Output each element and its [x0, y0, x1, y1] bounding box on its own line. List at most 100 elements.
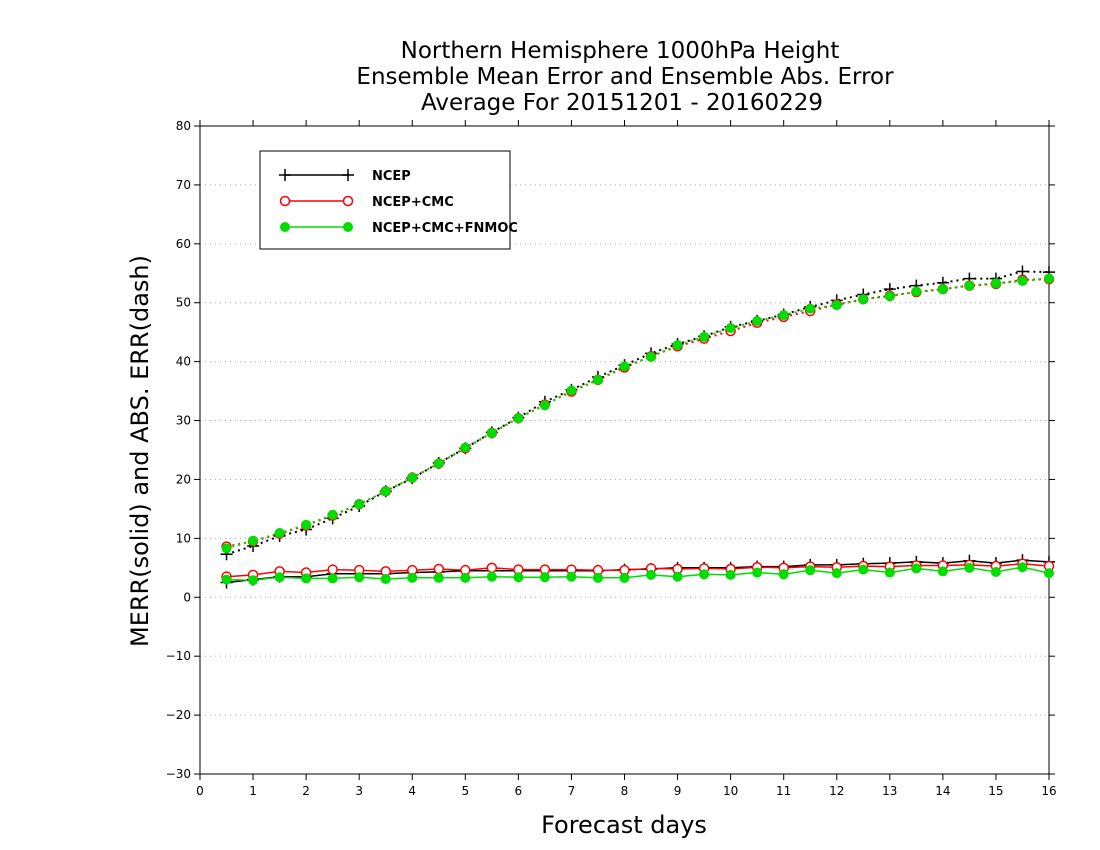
x-tick-label: 6 [515, 784, 523, 798]
title-line-1: Northern Hemisphere 1000hPa Height [401, 38, 840, 64]
x-tick-label: 10 [723, 784, 738, 798]
x-tick-label: 1 [249, 784, 257, 798]
legend-label-ncep-cmc: NCEP+CMC [372, 195, 454, 210]
merr-point-ncep-cmc-fnmoc [460, 572, 471, 583]
abs-err-line-ncep [226, 270, 1050, 556]
merr-point-ncep-cmc-fnmoc [221, 574, 232, 585]
x-tick-label: 9 [674, 784, 682, 798]
y-tick-label: 80 [176, 119, 191, 133]
title-line-3: Average For 20151201 - 20160229 [421, 90, 823, 116]
y-tick-label: 10 [176, 531, 191, 545]
abs-err-point-ncep-cmc-fnmoc [752, 315, 763, 326]
abs-err-point-ncep-cmc-fnmoc [460, 442, 471, 453]
merr-point-ncep-cmc-fnmoc [990, 566, 1001, 577]
merr-point-ncep-cmc-fnmoc [672, 571, 683, 582]
merr-point-ncep-cmc-fnmoc [725, 569, 736, 580]
y-tick-label: 30 [176, 414, 191, 428]
merr-point-ncep-cmc-fnmoc [486, 571, 497, 582]
merr-point-ncep-cmc-fnmoc [619, 572, 630, 583]
abs-err-point-ncep-cmc-fnmoc [725, 323, 736, 334]
x-tick-label: 5 [461, 784, 469, 798]
x-axis-label: Forecast days [541, 811, 707, 839]
merr-point-ncep-cmc-fnmoc [248, 575, 259, 586]
abs-err-point-ncep-cmc-fnmoc [884, 291, 895, 302]
abs-err-point-ncep-cmc-fnmoc [221, 543, 232, 554]
legend-marker-ncep [279, 169, 291, 181]
x-tick-label: 4 [408, 784, 416, 798]
y-tick-label: −30 [166, 767, 191, 781]
merr-point-ncep-cmc-fnmoc [1017, 562, 1028, 573]
abs-err-point-ncep-cmc-fnmoc [646, 351, 657, 362]
legend-box [259, 150, 511, 250]
chart-title: Northern Hemisphere 1000hPa Height Ensem… [356, 38, 894, 116]
x-tick-label: 7 [568, 784, 576, 798]
legend-label-ncep: NCEP [372, 169, 411, 184]
merr-point-ncep-cmc-fnmoc [884, 567, 895, 578]
x-tick-label: 13 [882, 784, 897, 798]
merr-point-ncep-cmc-fnmoc [858, 564, 869, 575]
legend-marker-ncep-cmc-fnmoc [280, 222, 290, 232]
merr-point-ncep-cmc-fnmoc [831, 568, 842, 579]
merr-point-ncep-cmc-fnmoc [911, 563, 922, 574]
abs-err-point-ncep-cmc-fnmoc [566, 385, 577, 396]
merr-point-ncep-cmc-fnmoc [566, 571, 577, 582]
abs-err-point-ncep-cmc-fnmoc [274, 528, 285, 539]
legend-marker-ncep-cmc-fnmoc [343, 222, 353, 232]
x-tick-label: 3 [355, 784, 363, 798]
abs-err-point-ncep-cmc-fnmoc [354, 499, 365, 510]
abs-err-point-ncep-cmc-fnmoc [592, 374, 603, 385]
abs-err-point-ncep-cmc-fnmoc [513, 413, 524, 424]
abs-err-point-ncep-cmc-fnmoc [911, 286, 922, 297]
x-axis: 0 1 2 3 4 5 6 7 8 9 10 11 12 13 14 15 16 [196, 120, 1057, 798]
merr-point-ncep-cmc-fnmoc [1044, 568, 1054, 579]
abs-err-line-ncep-cmc-fnmoc [226, 277, 1050, 550]
merr-point-ncep-cmc-fnmoc [301, 573, 312, 584]
merr-point-ncep-cmc-fnmoc [937, 566, 948, 577]
y-tick-label: 60 [176, 237, 191, 251]
title-line-2: Ensemble Mean Error and Ensemble Abs. Er… [356, 64, 894, 90]
y-tick-label: −10 [166, 649, 191, 663]
y-axis: −30 −20 −10 0 10 20 30 40 50 60 70 80 [166, 119, 1055, 781]
x-tick-label: 15 [988, 784, 1003, 798]
abs-err-point-ncep-cmc-fnmoc [407, 472, 418, 483]
y-tick-label: 0 [183, 590, 191, 604]
abs-err-point-ncep-cmc-fnmoc [964, 280, 975, 291]
y-tick-label: 20 [176, 472, 191, 486]
y-tick-label: 70 [176, 178, 191, 192]
abs-err-point-ncep-cmc-fnmoc [539, 400, 550, 411]
legend-items: NCEP NCEP+CMC NCEP+CMC+FNMOC [279, 169, 518, 236]
x-tick-label: 16 [1041, 784, 1056, 798]
merr-point-ncep-cmc-fnmoc [592, 572, 603, 583]
merr-point-ncep-cmc-fnmoc [380, 574, 391, 585]
abs-err-point-ncep-cmc-fnmoc [672, 340, 683, 351]
merr-point-ncep-cmc [486, 562, 498, 574]
abs-err-point-ncep-cmc-fnmoc [327, 509, 338, 520]
merr-point-ncep-cmc-fnmoc [354, 572, 365, 583]
abs-err-point-ncep-cmc-fnmoc [301, 519, 312, 530]
x-tick-label: 12 [829, 784, 844, 798]
abs-err-point-ncep-cmc-fnmoc [486, 427, 497, 438]
series-lines [226, 270, 1050, 584]
abs-err-point-ncep-cmc-fnmoc [1017, 275, 1028, 286]
abs-err-point-ncep-cmc-fnmoc [778, 310, 789, 321]
y-tick-label: −20 [166, 708, 191, 722]
abs-err-line-ncep-cmc [226, 278, 1050, 548]
merr-point-ncep-cmc-fnmoc [964, 562, 975, 573]
merr-point-ncep-cmc [327, 564, 338, 575]
legend-label-ncep-cmc-fnmoc: NCEP+CMC+FNMOC [372, 221, 518, 236]
abs-err-point-ncep-cmc-fnmoc [248, 535, 259, 546]
merr-point-ncep-cmc-fnmoc [699, 569, 710, 580]
abs-err-point-ncep-cmc-fnmoc [831, 300, 842, 311]
y-tick-label: 50 [176, 296, 191, 310]
merr-point-ncep-cmc [433, 563, 445, 575]
abs-err-point-ncep-cmc-fnmoc [433, 458, 444, 469]
abs-err-point-ncep-cmc-fnmoc [619, 361, 630, 372]
merr-line-ncep [226, 559, 1050, 584]
y-axis-label: MERR(solid) and ABS. ERR(dash) [126, 255, 154, 647]
abs-err-point-ncep-cmc-fnmoc [699, 331, 710, 342]
merr-point-ncep-cmc-fnmoc [274, 572, 285, 583]
merr-point-ncep-cmc-fnmoc [539, 572, 550, 583]
merr-point-ncep-cmc-fnmoc [646, 569, 657, 580]
series-markers [220, 265, 1055, 589]
legend-marker-ncep [342, 169, 354, 181]
